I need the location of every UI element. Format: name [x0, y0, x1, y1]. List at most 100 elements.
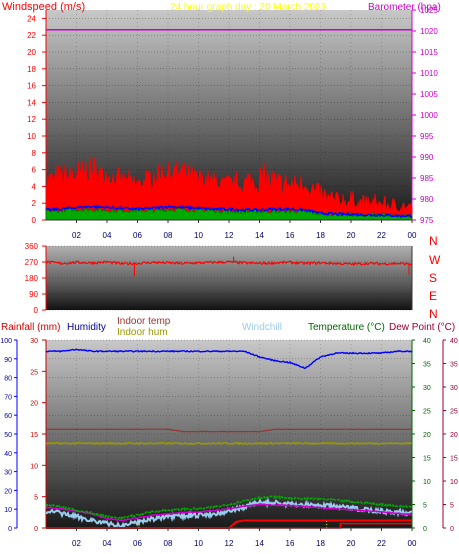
tick-label: 22 [27, 31, 36, 40]
time-tick-label: 14 [255, 231, 264, 240]
temperature-tick-label: 35 [423, 362, 431, 369]
barometer-axis-label: Barometer (hpa) [368, 2, 441, 13]
tick-label: 18 [27, 65, 36, 74]
dewpoint-tick-label: 30 [450, 385, 458, 392]
time-tick-label: 16 [286, 231, 295, 240]
time-tick-label: 20 [347, 231, 356, 240]
time-tick-label: 10 [194, 231, 203, 240]
dewpoint-tick-label: 0 [450, 526, 454, 533]
temperature-tick-label: 20 [423, 432, 431, 439]
indoor-temp-label: Indoor temp [117, 316, 171, 327]
tick-label: 1005 [420, 90, 438, 99]
tick-label: 0 [32, 216, 37, 225]
compass-letter: N [429, 234, 438, 248]
tick-label: 12 [27, 115, 36, 124]
time-tick-label: 14 [255, 539, 264, 548]
humidity-series [45, 348, 413, 370]
dewpoint-tick-label: 35 [450, 362, 458, 369]
time-axis-top: 02 04 06 08 10 12 14 16 18 20 22 00 [46, 219, 417, 240]
tick-label: 20 [27, 48, 36, 57]
tick-label: 14 [27, 98, 36, 107]
humidity-tick-label: 40 [4, 451, 12, 458]
windchill-series [45, 496, 413, 530]
temperature-axis-label: Temperature (°C) [308, 322, 385, 333]
time-axis-bottom: 02 04 06 08 10 12 14 16 18 20 22 00 [46, 527, 417, 548]
humidity-axis-label: Humidity [67, 322, 106, 333]
humidity-tick-label: 20 [4, 488, 12, 495]
windspeed-gust-series [45, 156, 413, 221]
time-tick-label: 08 [164, 539, 173, 548]
dewpoint-tick-label: 15 [450, 456, 458, 463]
tick-label: 995 [420, 132, 434, 141]
chart-title: 24 hour graph day : 20 March 2023 [170, 2, 327, 13]
temperature-plot-area [46, 340, 412, 528]
humidity-tick-label: 0 [8, 526, 12, 533]
time-tick-label: 04 [103, 231, 112, 240]
rainfall-axis-label: Rainfall (mm) [1, 322, 60, 333]
wind-direction-series [46, 260, 413, 267]
temperature-tick-label: 25 [423, 409, 431, 416]
tick-label: 980 [420, 195, 434, 204]
direction-series [46, 256, 413, 277]
time-tick-label: 06 [133, 539, 142, 548]
time-tick-label: 18 [316, 231, 325, 240]
humidity-tick-label: 60 [4, 413, 12, 420]
tick-label: 6 [32, 166, 37, 175]
dewpoint-axis-label: Dew Point (°C) [389, 322, 455, 333]
tick-label: 360 [25, 242, 39, 251]
tick-label: 1025 [420, 6, 438, 15]
time-tick-label: 06 [133, 231, 142, 240]
compass-letter: S [429, 271, 437, 285]
time-tick-label: 20 [347, 539, 356, 548]
temperature-tick-label: 10 [423, 479, 431, 486]
time-tick-label: 12 [225, 231, 234, 240]
tick-label: 975 [420, 216, 434, 225]
temperature-tick-label: 5 [423, 503, 427, 510]
humidity-tick-label: 30 [4, 470, 12, 477]
indoor-hum-label: Indoor hum [117, 327, 168, 338]
time-tick-label: 02 [72, 539, 81, 548]
tick-label: 1020 [420, 27, 438, 36]
dewpoint-tick-label: 40 [450, 338, 458, 345]
indoor-hum-series [45, 441, 413, 446]
tick-label: 2 [32, 199, 37, 208]
humidity-tick-label: 70 [4, 394, 12, 401]
tick-label: 990 [420, 153, 434, 162]
tick-label: 10 [27, 132, 36, 141]
humidity-tick-label: 50 [4, 432, 12, 439]
time-tick-label: 10 [194, 539, 203, 548]
tick-label: 1010 [420, 69, 438, 78]
humidity-tick-label: 80 [4, 376, 12, 383]
tick-label: 1015 [420, 48, 438, 57]
tick-label: 8 [32, 149, 37, 158]
compass-letter: E [429, 289, 437, 303]
temperature-tick-label: 40 [423, 338, 431, 345]
tick-label: 270 [25, 258, 39, 267]
rain-tick-label: 15 [30, 432, 38, 439]
dewpoint-tick-label: 5 [450, 503, 454, 510]
windspeed-axis-label: Windspeed (m/s) [2, 1, 85, 13]
compass-letter: N [429, 307, 438, 321]
time-tick-label: 18 [316, 539, 325, 548]
humidity-tick-label: 100 [0, 338, 12, 345]
compass-letter: W [429, 253, 441, 267]
time-tick-label: 08 [164, 231, 173, 240]
rain-tick-label: 20 [30, 401, 38, 408]
windchill-label: Windchill [242, 322, 282, 333]
direction-axis: 0 90 180 270 360 [25, 242, 413, 315]
dewpoint-tick-label: 10 [450, 479, 458, 486]
rain-tick-label: 25 [30, 369, 38, 376]
indoor-temp-series [45, 428, 413, 433]
dewpoint-tick-label: 25 [450, 409, 458, 416]
tick-label: 0 [34, 306, 39, 315]
wind-series [45, 28, 413, 221]
time-tick-label: 16 [286, 539, 295, 548]
tick-label: 1000 [420, 111, 438, 120]
rain-tick-label: 10 [30, 463, 38, 470]
temperature-tick-label: 30 [423, 385, 431, 392]
time-tick-label: 22 [377, 539, 386, 548]
time-tick-label: 02 [72, 231, 81, 240]
tick-label: 985 [420, 174, 434, 183]
